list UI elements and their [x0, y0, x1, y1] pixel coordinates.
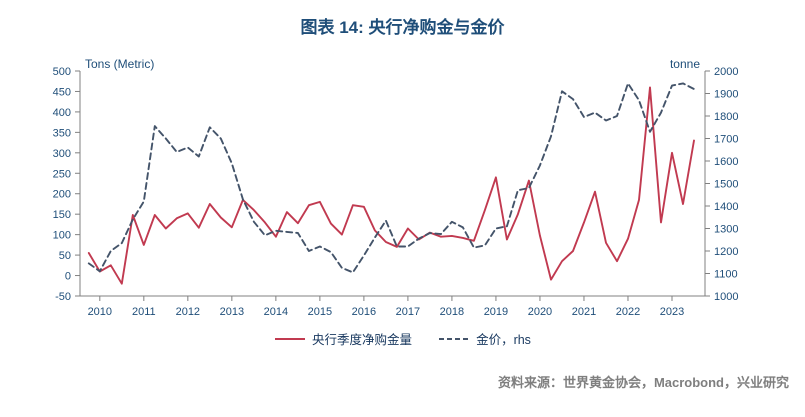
- svg-text:2010: 2010: [88, 306, 112, 318]
- svg-text:2011: 2011: [132, 306, 156, 318]
- svg-text:2021: 2021: [572, 306, 596, 318]
- svg-text:2015: 2015: [308, 306, 332, 318]
- svg-text:1400: 1400: [714, 201, 738, 213]
- svg-text:-50: -50: [55, 291, 71, 303]
- svg-text:2019: 2019: [484, 306, 508, 318]
- svg-text:200: 200: [53, 189, 71, 201]
- svg-text:2018: 2018: [440, 306, 464, 318]
- source-text: 资料来源：世界黄金协会，Macrobond，兴业研究: [497, 375, 789, 390]
- svg-text:400: 400: [53, 107, 71, 119]
- chart-title: 图表 14: 央行净购金与金价: [300, 18, 505, 37]
- svg-text:1300: 1300: [714, 224, 738, 236]
- svg-text:1100: 1100: [714, 269, 738, 281]
- legend-item-purchases: 央行季度净购金量: [274, 329, 412, 348]
- svg-text:1900: 1900: [714, 89, 738, 101]
- svg-text:350: 350: [53, 127, 71, 139]
- svg-text:2016: 2016: [352, 306, 376, 318]
- svg-text:1800: 1800: [714, 111, 738, 123]
- svg-text:50: 50: [59, 250, 71, 262]
- right-axis-unit-label: tonne: [669, 57, 700, 71]
- svg-text:2012: 2012: [176, 306, 200, 318]
- svg-text:1200: 1200: [714, 246, 738, 258]
- solid-line-swatch: [275, 337, 306, 340]
- svg-text:2014: 2014: [264, 306, 288, 318]
- svg-text:2017: 2017: [396, 306, 420, 318]
- svg-text:500: 500: [53, 66, 71, 78]
- svg-text:300: 300: [53, 148, 71, 160]
- legend-item-goldprice: 金价，rhs: [438, 329, 531, 348]
- svg-text:2023: 2023: [660, 306, 684, 318]
- svg-text:1700: 1700: [714, 134, 738, 146]
- svg-text:2022: 2022: [616, 306, 640, 318]
- legend: 央行季度净购金量 金价，rhs: [0, 329, 805, 348]
- svg-text:250: 250: [53, 168, 71, 180]
- svg-text:1600: 1600: [714, 156, 738, 168]
- svg-text:100: 100: [53, 230, 71, 242]
- svg-text:1500: 1500: [714, 179, 738, 191]
- svg-text:450: 450: [53, 86, 71, 98]
- svg-text:150: 150: [53, 209, 71, 221]
- svg-text:2020: 2020: [528, 306, 552, 318]
- svg-text:2013: 2013: [220, 306, 244, 318]
- left-axis-unit-label: Tons (Metric): [85, 57, 155, 71]
- svg-text:2000: 2000: [714, 66, 738, 78]
- legend-label-purchases: 央行季度净购金量: [312, 333, 413, 347]
- svg-text:0: 0: [65, 271, 71, 283]
- dashed-line-swatch: [439, 337, 470, 340]
- legend-label-goldprice: 金价，rhs: [476, 333, 531, 347]
- svg-text:1000: 1000: [714, 291, 738, 303]
